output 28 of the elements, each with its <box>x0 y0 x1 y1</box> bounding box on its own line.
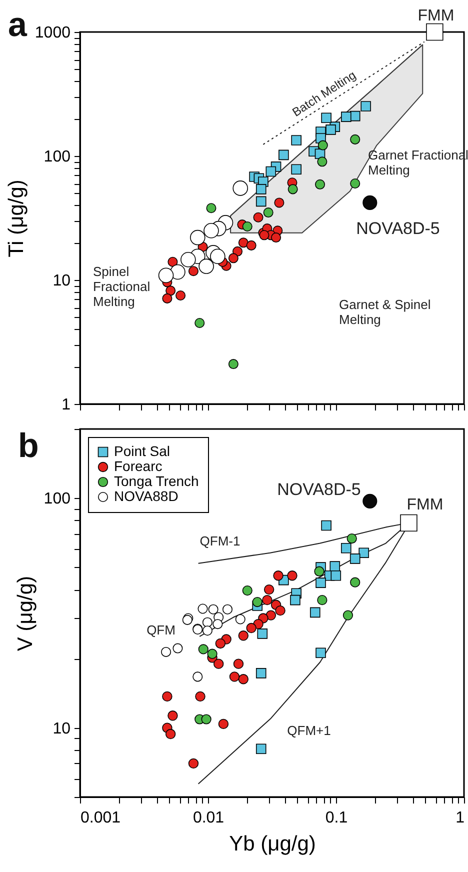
x-tick-label: 1 <box>456 810 465 826</box>
x-tick-label: 0.01 <box>192 810 224 826</box>
legend-label: Tonga Trench <box>114 473 199 489</box>
annotation: QFM <box>146 622 176 638</box>
annotation: NOVA8D-5 <box>277 480 361 500</box>
text: FMM <box>418 7 454 24</box>
x-tick-label: 0.001 <box>80 810 121 826</box>
annotation: Spinel Fractional Melting <box>93 264 150 309</box>
x-tick-label: 0.1 <box>325 810 348 826</box>
annotation: Garnet & Spinel Melting <box>339 297 431 328</box>
annotation: FMM <box>406 496 444 514</box>
annotation: QFM+1 <box>287 723 331 738</box>
legend-label: NOVA88D <box>114 488 178 504</box>
y-tick-label: 10 <box>52 720 71 738</box>
annotation: QFM-1 <box>200 533 240 548</box>
annotation: NOVA8D-5 <box>356 218 440 238</box>
y-axis-title: V (μg/g) <box>14 576 37 652</box>
y-axis-title: Ti (μg/g) <box>4 180 28 258</box>
y-tick-label: 100 <box>44 148 71 166</box>
chart-title: b <box>18 427 39 465</box>
x-axis-title: Yb (μg/g) <box>229 832 316 856</box>
y-tick-label: 100 <box>44 490 71 508</box>
legend-label: Forearc <box>114 458 162 474</box>
y-tick-label: 10 <box>52 272 71 290</box>
legend-label: Point Sal <box>114 443 170 459</box>
chart-title: a <box>8 6 28 44</box>
y-tick-label: 1 <box>62 396 71 414</box>
y-tick-label: 1000 <box>34 24 71 42</box>
